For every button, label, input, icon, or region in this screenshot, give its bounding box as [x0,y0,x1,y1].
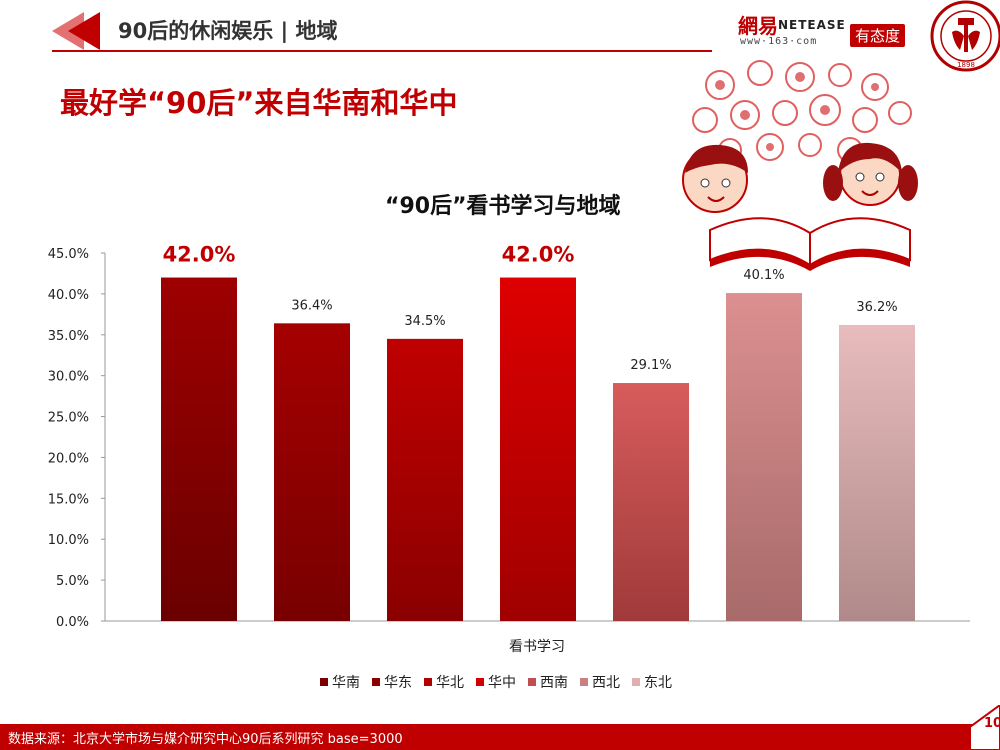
data-label: 42.0% [163,243,236,267]
legend-label: 华南 [332,675,360,691]
bar-东北 [839,324,915,621]
legend-swatch [528,678,536,686]
legend-item: 西南 [528,672,568,692]
y-tick-label: 45.0% [48,247,89,262]
kids-reading-illustration [682,60,918,271]
legend-label: 华北 [436,675,464,691]
header-arrow-icon [52,12,100,50]
legend-label: 西北 [592,675,620,691]
data-label: 29.1% [630,358,671,373]
chart-legend: 华南 华东 华北 华中 西南 西北 东北 [320,672,672,692]
bar-华北 [387,338,463,621]
legend-swatch [424,678,432,686]
legend-item: 西北 [580,672,620,692]
footer-bar [0,724,1000,750]
y-tick-label: 15.0% [48,492,89,507]
legend-label: 华东 [384,675,412,691]
data-label: 42.0% [502,243,575,267]
bar-华东 [274,323,350,621]
legend-item: 华东 [372,672,412,692]
y-tick-label: 10.0% [48,533,89,548]
data-label: 36.2% [856,300,897,315]
netease-wordmark: NETEASE [778,18,846,32]
bar-华中 [500,277,576,621]
legend-label: 西南 [540,675,568,691]
legend-item: 华中 [476,672,516,692]
legend-swatch [476,678,484,686]
legend-swatch [580,678,588,686]
legend-label: 华中 [488,675,516,691]
y-tick-label: 25.0% [48,411,89,426]
y-tick-label: 5.0% [56,574,89,589]
university-seal-icon: 1898 [930,0,1000,72]
page-number-badge [970,705,1000,750]
data-label: 34.5% [404,314,445,329]
legend-swatch [372,678,380,686]
y-tick-label: 30.0% [48,370,89,385]
page-number: 10 [984,716,1000,731]
legend-label: 东北 [644,675,672,691]
bar-chart: 0.0% 5.0% 10.0% 15.0% 20.0% 25.0% 30.0% 35.0% 40… [48,243,970,655]
x-axis-label: 看书学习 [509,639,565,655]
netease-tagline: 有态度 [850,24,906,47]
seal-year: 1898 [957,61,975,69]
data-label: 40.1% [743,268,784,283]
y-tick-label: 40.0% [48,288,89,303]
y-tick-label: 20.0% [48,451,89,466]
chart-title: “90后”看书学习与地域 [385,194,621,219]
legend-item: 华北 [424,672,464,692]
y-tick-label: 0.0% [56,615,89,630]
bar-华南 [161,277,237,621]
legend-swatch [632,678,640,686]
netease-logo: 網易 NETEASE www·163·com 有态度 [738,10,918,50]
netease-url: www·163·com [740,36,818,47]
legend-item: 东北 [632,672,672,692]
data-source: 数据来源：北京大学市场与媒介研究中心90后系列研究 base=3000 [8,732,403,747]
section-title: 90后的休闲娱乐 | 地域 [118,19,338,43]
netease-logo-mark: 網易 [738,14,778,38]
y-tick-label: 35.0% [48,329,89,344]
bar-西北 [726,293,802,621]
page-headline: 最好学“90后”来自华南和华中 [60,86,458,120]
legend-swatch [320,678,328,686]
bar-西南 [613,383,689,621]
header-divider [52,50,712,52]
data-label: 36.4% [291,298,332,313]
legend-item: 华南 [320,672,360,692]
